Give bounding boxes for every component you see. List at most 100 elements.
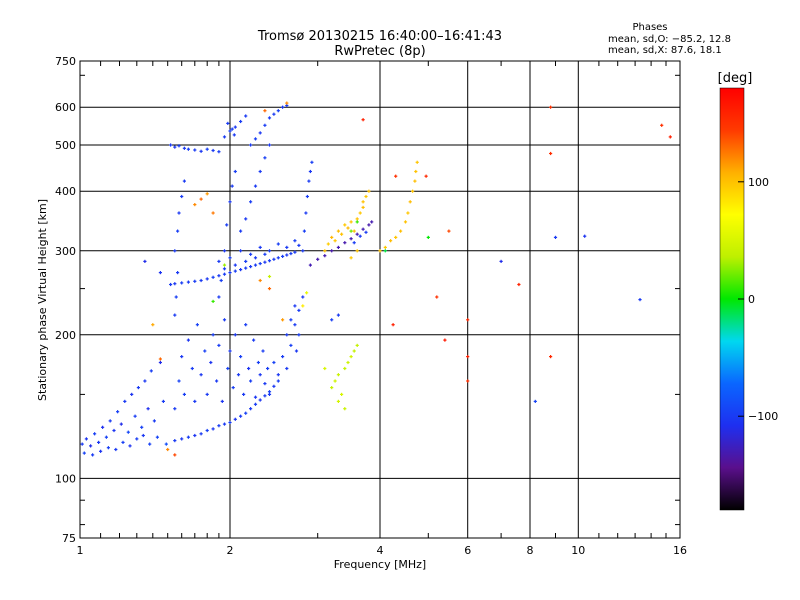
data-point: [244, 114, 248, 118]
data-point: [263, 156, 267, 160]
data-point: [249, 200, 253, 204]
data-point: [383, 249, 387, 253]
data-point: [146, 407, 150, 411]
data-point: [267, 249, 272, 253]
x-tick-label: 4: [377, 544, 384, 557]
data-point: [244, 217, 248, 221]
data-point: [258, 373, 262, 377]
data-point: [307, 179, 311, 183]
data-point: [267, 143, 272, 147]
data-point: [358, 234, 362, 238]
data-point: [158, 271, 162, 275]
data-point: [173, 145, 177, 149]
data-point: [199, 197, 203, 201]
data-point: [261, 349, 265, 353]
data-point: [195, 323, 199, 327]
data-point: [232, 133, 236, 137]
data-point: [394, 174, 398, 178]
x-tick-label: 16: [673, 544, 687, 557]
data-point: [289, 252, 293, 256]
data-point: [228, 256, 232, 260]
data-point: [253, 263, 258, 267]
data-point: [370, 220, 374, 224]
data-point: [143, 259, 147, 263]
stats-x-line: mean, sd,X: 87.6, 18.1: [608, 45, 722, 56]
data-point: [82, 451, 86, 455]
data-point: [222, 318, 227, 322]
data-point: [173, 439, 177, 443]
data-point: [289, 318, 293, 322]
data-point: [222, 422, 227, 426]
data-point: [340, 392, 344, 396]
y-tick-label: 600: [55, 101, 76, 114]
colorbar-label: [deg]: [718, 71, 753, 86]
data-point: [173, 282, 177, 286]
data-point: [228, 349, 232, 353]
data-point: [253, 256, 258, 260]
data-point: [466, 355, 470, 359]
data-point: [226, 366, 230, 371]
data-point: [330, 318, 334, 322]
data-point: [285, 366, 289, 371]
data-point: [230, 127, 234, 131]
data-point: [281, 105, 285, 109]
data-point: [349, 220, 353, 224]
data-point: [367, 223, 371, 227]
data-point: [258, 169, 262, 174]
data-point: [180, 437, 184, 441]
data-point: [355, 232, 359, 236]
data-point: [225, 223, 229, 227]
data-point: [205, 147, 209, 151]
data-point: [205, 392, 209, 396]
y-axis-label: Stationary phase Virtual Height [km]: [36, 199, 49, 401]
data-point: [549, 105, 553, 109]
data-point: [378, 249, 382, 253]
data-point: [668, 135, 672, 139]
data-point: [267, 390, 272, 394]
data-point: [499, 259, 503, 263]
data-point: [233, 169, 237, 174]
data-point: [158, 357, 162, 361]
data-point: [297, 243, 301, 247]
data-point: [349, 355, 353, 359]
data-point: [239, 414, 243, 418]
stats-heading: Phases: [632, 22, 667, 33]
data-point: [211, 427, 215, 431]
data-point: [399, 229, 403, 233]
data-point: [173, 453, 177, 457]
data-point: [267, 287, 272, 291]
data-point: [285, 245, 289, 249]
data-point: [222, 135, 227, 139]
data-point: [258, 131, 262, 135]
data-point: [330, 249, 334, 253]
x-tick-label: 2: [227, 544, 234, 557]
data-point: [638, 298, 642, 302]
data-point: [293, 323, 297, 327]
data-point: [281, 318, 285, 322]
data-point: [231, 386, 235, 390]
x-tick-label: 6: [464, 544, 471, 557]
data-point: [173, 407, 177, 411]
data-point: [281, 355, 285, 359]
data-point: [413, 179, 417, 183]
data-point: [364, 194, 368, 199]
data-point: [226, 121, 230, 125]
data-point: [326, 242, 330, 246]
colorbar-ticks: 100 0 −100: [738, 176, 778, 423]
data-point: [91, 453, 95, 457]
data-point: [217, 424, 221, 428]
data-point: [276, 373, 280, 377]
data-point: [239, 119, 243, 124]
data-point: [297, 308, 301, 312]
data-point: [414, 169, 418, 174]
data-point: [267, 116, 272, 120]
data-point: [343, 223, 347, 227]
data-point: [364, 230, 368, 234]
data-point: [84, 437, 88, 441]
data-point: [293, 239, 297, 243]
data-point: [389, 239, 393, 243]
data-point: [340, 232, 344, 236]
data-point: [222, 249, 227, 253]
data-point: [239, 268, 243, 272]
data-point: [263, 260, 267, 264]
